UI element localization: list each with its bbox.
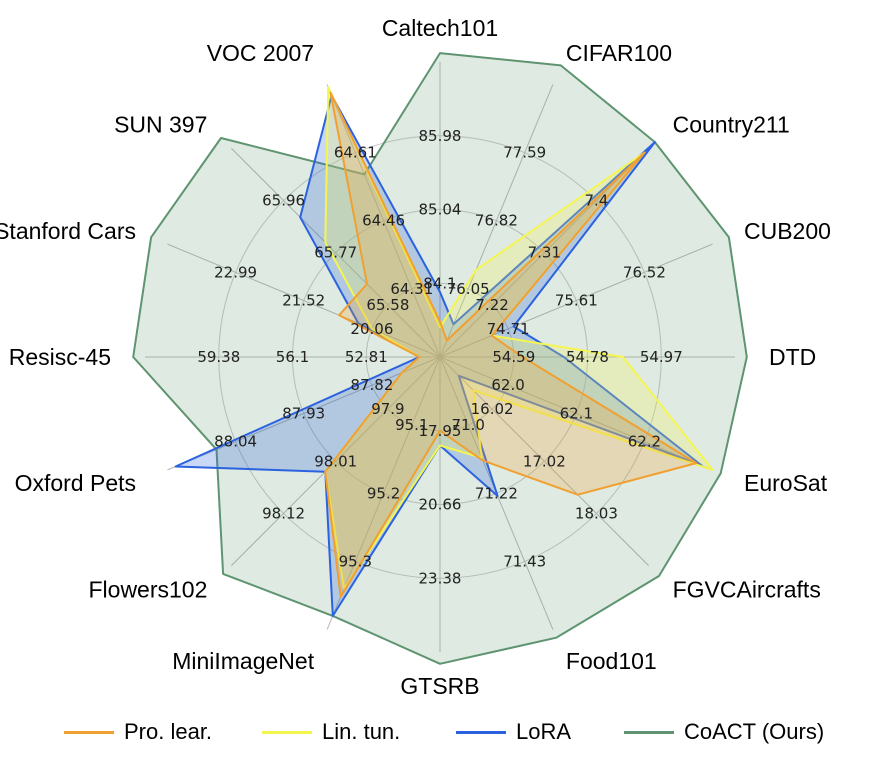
tick-label-food101-1: 71.0 bbox=[451, 416, 484, 434]
grid-spoke-eurosat bbox=[439, 356, 713, 471]
grid-spoke-cifar100 bbox=[439, 84, 554, 358]
tick-label-miniimagenet-3: 95.3 bbox=[339, 552, 372, 570]
tick-label-resisc-45-3: 59.38 bbox=[197, 348, 240, 366]
category-label-flowers102: Flowers102 bbox=[89, 577, 208, 603]
grid-spoke-country211 bbox=[439, 148, 649, 358]
tick-label-resisc-45-1: 52.81 bbox=[345, 348, 388, 366]
category-label-caltech101: Caltech101 bbox=[382, 15, 498, 41]
tick-label-food101-2: 71.22 bbox=[475, 484, 518, 502]
tick-label-oxford-pets-2: 87.93 bbox=[282, 404, 325, 422]
tick-label-country211-3: 7.4 bbox=[584, 192, 608, 210]
tick-label-miniimagenet-2: 95.2 bbox=[367, 484, 400, 502]
tick-label-sun-397-2: 65.77 bbox=[314, 244, 357, 262]
tick-label-cifar100-1: 76.05 bbox=[447, 280, 490, 298]
grid-spoke-voc-2007 bbox=[326, 84, 441, 358]
legend-swatch-coact bbox=[624, 730, 674, 734]
legend-item-lin-tun: Lin. tun. bbox=[262, 712, 400, 752]
legend-item-lora: LoRA bbox=[456, 712, 571, 752]
tick-label-sun-397-3: 65.96 bbox=[262, 192, 305, 210]
tick-label-stanford-cars-3: 22.99 bbox=[214, 263, 257, 281]
category-label-cifar100: CIFAR100 bbox=[566, 40, 672, 66]
category-label-country211: Country211 bbox=[673, 111, 790, 137]
tick-label-dtd-3: 54.97 bbox=[640, 348, 683, 366]
legend-swatch-pro-lear bbox=[64, 730, 114, 734]
tick-label-flowers102-3: 98.12 bbox=[262, 504, 305, 522]
legend-swatch-lora bbox=[456, 730, 506, 734]
legend-swatch-lin-tun bbox=[262, 730, 312, 734]
category-label-gtsrb: GTSRB bbox=[400, 673, 479, 699]
tick-label-cub200-1: 74.71 bbox=[487, 320, 530, 338]
category-label-fgvcaircrafts: FGVCAircrafts bbox=[673, 577, 821, 603]
tick-label-fgvcaircrafts-3: 18.03 bbox=[575, 504, 618, 522]
tick-label-stanford-cars-2: 21.52 bbox=[282, 292, 325, 310]
tick-label-oxford-pets-1: 87.82 bbox=[350, 376, 393, 394]
tick-label-flowers102-2: 98.01 bbox=[314, 452, 357, 470]
grid-spoke-cub200 bbox=[439, 243, 713, 358]
category-label-oxford-pets: Oxford Pets bbox=[15, 470, 136, 496]
category-label-sun-397: SUN 397 bbox=[114, 111, 207, 137]
tick-label-eurosat-3: 62.2 bbox=[628, 433, 661, 451]
legend-item-pro-lear: Pro. lear. bbox=[64, 712, 212, 752]
tick-label-country211-2: 7.31 bbox=[528, 244, 561, 262]
legend: Pro. lear. Lin. tun. LoRA CoACT (Ours) bbox=[0, 712, 871, 752]
tick-label-caltech101-1: 84.1 bbox=[423, 274, 456, 292]
radar-chart: 84.1 85.04 85.98 76.05 76.82 77.59 7.22 7.31 7.4… bbox=[0, 15, 831, 699]
tick-label-voc-2007-3: 64.61 bbox=[334, 144, 377, 162]
tick-label-fgvcaircrafts-1: 16.02 bbox=[471, 400, 514, 418]
tick-label-resisc-45-2: 56.1 bbox=[276, 348, 309, 366]
tick-label-flowers102-1: 97.9 bbox=[371, 400, 404, 418]
category-label-food101: Food101 bbox=[566, 648, 657, 674]
tick-label-fgvcaircrafts-2: 17.02 bbox=[523, 452, 566, 470]
tick-label-country211-1: 7.22 bbox=[475, 296, 508, 314]
category-label-cub200: CUB200 bbox=[744, 218, 831, 244]
tick-label-voc-2007-2: 64.46 bbox=[362, 212, 405, 230]
tick-label-miniimagenet-1: 95.1 bbox=[395, 416, 428, 434]
legend-label-coact: CoACT (Ours) bbox=[684, 719, 825, 744]
legend-item-coact: CoACT (Ours) bbox=[624, 712, 824, 752]
tick-label-dtd-2: 54.78 bbox=[566, 348, 609, 366]
tick-label-eurosat-2: 62.1 bbox=[560, 404, 593, 422]
tick-label-cub200-2: 75.61 bbox=[555, 292, 598, 310]
category-label-stanford-cars: Stanford Cars bbox=[0, 218, 136, 244]
grid-spoke-oxford-pets bbox=[167, 356, 441, 471]
tick-label-food101-3: 71.43 bbox=[503, 552, 546, 570]
tick-label-voc-2007-1: 64.31 bbox=[390, 280, 433, 298]
category-label-dtd: DTD bbox=[769, 344, 816, 370]
tick-label-gtsrb-3: 23.38 bbox=[419, 569, 462, 587]
tick-label-caltech101-3: 85.98 bbox=[419, 127, 462, 145]
series-coact-ours bbox=[132, 52, 748, 665]
legend-label-pro-lear: Pro. lear. bbox=[124, 719, 213, 744]
grid-spoke-sun-397 bbox=[231, 148, 441, 358]
category-label-eurosat: EuroSat bbox=[744, 470, 828, 496]
tick-label-gtsrb-1: 17.95 bbox=[419, 422, 462, 440]
tick-label-cifar100-2: 76.82 bbox=[475, 212, 518, 230]
category-label-miniimagenet: MiniImageNet bbox=[172, 648, 314, 674]
category-label-voc-2007: VOC 2007 bbox=[207, 40, 314, 66]
tick-label-gtsrb-2: 20.66 bbox=[419, 496, 462, 514]
tick-label-dtd-1: 54.59 bbox=[492, 348, 535, 366]
grid-spoke-stanford-cars bbox=[167, 243, 441, 358]
legend-label-lora: LoRA bbox=[516, 719, 572, 744]
tick-label-oxford-pets-3: 88.04 bbox=[214, 433, 257, 451]
tick-label-stanford-cars-1: 20.06 bbox=[350, 320, 393, 338]
grid-spoke-flowers102 bbox=[231, 356, 441, 566]
tick-label-cub200-3: 76.52 bbox=[623, 263, 666, 281]
tick-label-sun-397-1: 65.58 bbox=[366, 296, 409, 314]
legend-label-lin-tun: Lin. tun. bbox=[322, 719, 401, 744]
tick-label-eurosat-1: 62.0 bbox=[491, 376, 524, 394]
tick-label-cifar100-3: 77.59 bbox=[503, 144, 546, 162]
category-label-resisc-45: Resisc-45 bbox=[9, 344, 111, 370]
tick-label-caltech101-2: 85.04 bbox=[419, 201, 462, 219]
series-pro-lear bbox=[324, 91, 698, 598]
